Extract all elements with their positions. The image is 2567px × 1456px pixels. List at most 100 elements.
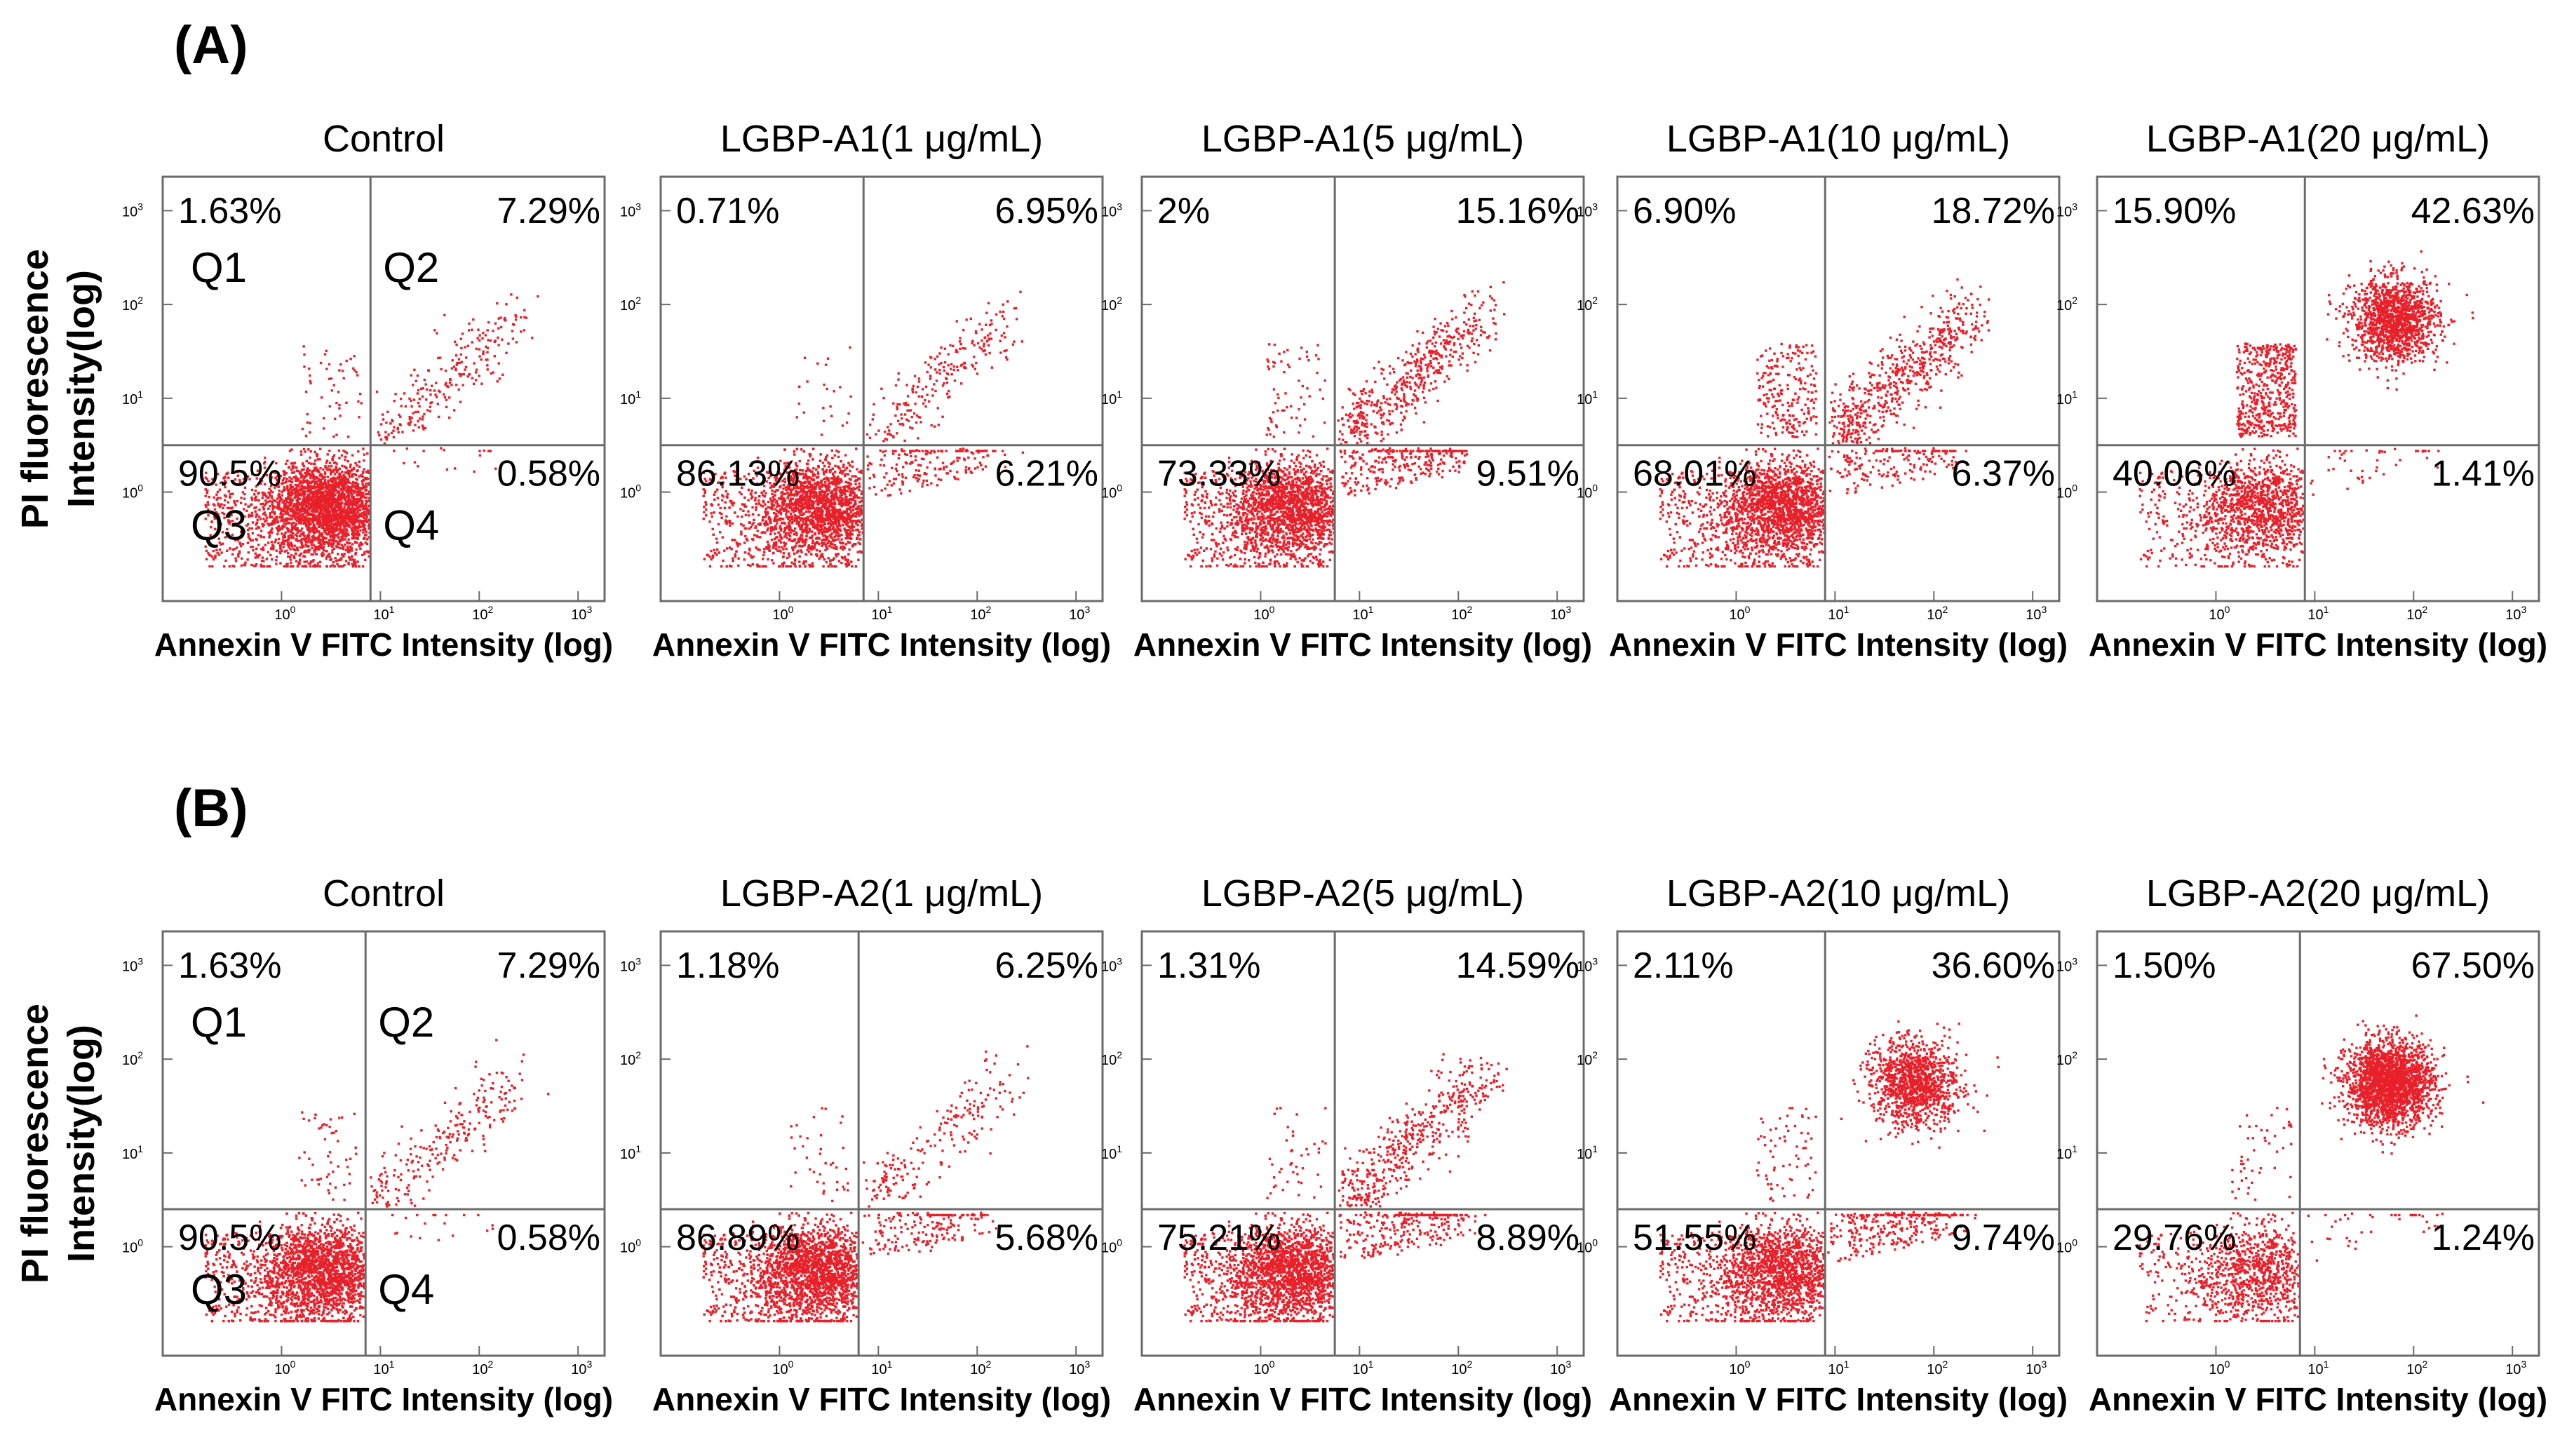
scatter-point — [278, 551, 281, 553]
scatter-point — [721, 536, 724, 539]
scatter-point — [285, 497, 288, 500]
scatter-point — [334, 461, 337, 464]
quadrant-q3-percent: 90.5% — [178, 454, 281, 494]
scatter-point — [717, 503, 720, 506]
scatter-point — [358, 460, 361, 463]
scatter-point — [274, 499, 277, 502]
scatter-point — [281, 479, 284, 482]
scatter-point — [346, 486, 349, 489]
scatter-point — [226, 549, 229, 552]
scatter-point — [278, 537, 281, 541]
scatter-point — [448, 382, 452, 384]
scatter-point — [356, 494, 358, 497]
scatter-point — [283, 550, 287, 553]
scatter-point — [306, 490, 309, 493]
scatter-point — [300, 484, 304, 487]
scatter-point — [272, 548, 275, 551]
scatter-point — [358, 565, 361, 568]
scatter-point — [223, 504, 226, 506]
scatter-point — [259, 518, 262, 520]
scatter-point — [354, 533, 357, 536]
scatter-point — [277, 480, 280, 484]
scatter-point — [840, 533, 843, 537]
scatter-point — [309, 431, 311, 434]
scatter-point — [797, 402, 801, 405]
scatter-point — [413, 461, 417, 464]
scatter-point — [983, 336, 987, 339]
scatter-point — [344, 548, 348, 552]
scatter-point — [987, 344, 990, 347]
scatter-point — [353, 563, 357, 567]
scatter-point — [851, 565, 854, 568]
scatter-point — [292, 555, 296, 558]
scatter-point — [917, 380, 921, 383]
scatter-point — [319, 473, 322, 476]
scatter-point — [310, 490, 313, 493]
scatter-point — [434, 393, 437, 396]
scatter-point — [367, 471, 370, 474]
scatter-point — [321, 535, 324, 538]
scatter-point — [417, 419, 419, 423]
scatter-point — [338, 457, 341, 459]
scatter-point — [302, 464, 304, 466]
scatter-point — [335, 465, 337, 469]
scatter-point — [325, 550, 328, 553]
scatter-point — [988, 351, 991, 355]
scatter-point — [271, 527, 274, 530]
scatter-point — [322, 553, 325, 556]
scatter-point — [816, 471, 820, 474]
scatter-point — [336, 562, 339, 565]
scatter-point — [365, 478, 368, 480]
scatter-point — [361, 475, 364, 478]
scatter-point — [304, 508, 307, 511]
scatter-point — [204, 494, 207, 497]
scatter-point — [897, 378, 900, 381]
scatter-point — [317, 525, 321, 529]
scatter-point — [391, 419, 393, 422]
scatter-point — [511, 330, 514, 332]
scatter-point — [418, 405, 421, 407]
scatter-point — [341, 565, 344, 568]
scatter-point — [272, 505, 275, 508]
scatter-point — [444, 369, 447, 372]
scatter-point — [352, 499, 355, 501]
scatter-point — [344, 455, 347, 459]
scatter-point — [348, 523, 351, 527]
scatter-point — [286, 565, 289, 568]
scatter-point — [325, 459, 329, 462]
scatter-point — [328, 539, 330, 542]
scatter-point — [973, 344, 976, 346]
scatter-point — [301, 513, 304, 515]
scatter-point — [284, 462, 288, 465]
scatter-point — [306, 469, 309, 471]
scatter-point — [803, 356, 807, 359]
scatter-point — [286, 541, 290, 544]
scatter-point — [999, 339, 1002, 342]
scatter-point — [424, 426, 427, 429]
scatter-point — [351, 526, 354, 529]
scatter-point — [465, 356, 468, 359]
scatter-point — [365, 496, 368, 499]
scatter-point — [240, 497, 243, 499]
scatter-point — [343, 486, 346, 489]
scatter-point — [367, 524, 370, 527]
scatter-point — [829, 405, 832, 408]
scatter-point — [325, 565, 328, 568]
scatter-point — [436, 403, 439, 405]
scatter-point — [416, 392, 419, 395]
scatter-point — [924, 385, 928, 389]
scatter-point — [361, 507, 365, 511]
scatter-point — [421, 395, 424, 398]
scatter-point — [334, 417, 337, 420]
scatter-point — [429, 393, 432, 396]
scatter-point — [270, 540, 274, 544]
scatter-point — [262, 508, 265, 511]
scatter-point — [306, 421, 309, 424]
scatter-point — [248, 527, 251, 530]
scatter-point — [457, 358, 461, 360]
scatter-point — [454, 368, 457, 370]
scatter-point — [394, 393, 397, 396]
scatter-point — [231, 553, 234, 556]
scatter-point — [285, 520, 288, 523]
scatter-point — [260, 563, 262, 566]
